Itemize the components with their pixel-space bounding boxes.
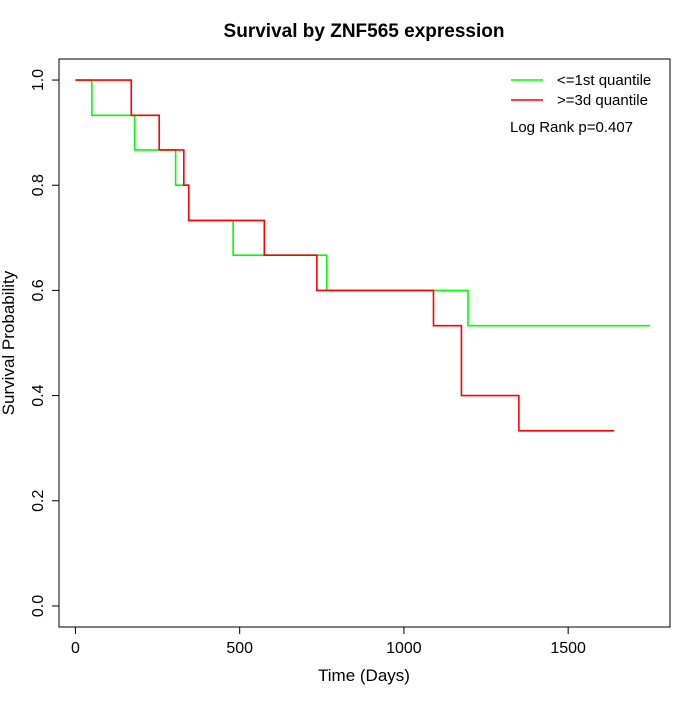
y-axis-label: Survival Probability [0, 270, 18, 415]
legend-entry-label: >=3d quantile [557, 92, 648, 109]
log-rank-annotation: Log Rank p=0.407 [510, 119, 633, 136]
y-tick-label: 0.0 [30, 595, 47, 617]
y-tick-label: 0.2 [30, 490, 47, 512]
legend-entry-label: <=1st quantile [557, 72, 651, 89]
y-tick-label: 0.6 [30, 279, 47, 301]
y-tick-label: 0.4 [30, 384, 47, 406]
x-axis-label: Time (Days) [318, 666, 410, 685]
plot-frame [58, 58, 671, 628]
series-layer [75, 79, 651, 432]
series-line-2 [75, 79, 615, 432]
y-tick-label: 1.0 [30, 69, 47, 91]
x-tick-label: 1500 [550, 640, 586, 657]
legend: <=1st quantile >=3d quantile [511, 72, 651, 109]
x-tick-label: 500 [226, 640, 253, 657]
y-tick-label: 0.8 [30, 174, 47, 196]
x-axis: 0 500 1000 1500 [71, 626, 586, 657]
y-axis: 0.0 0.2 0.4 0.6 0.8 1.0 [30, 69, 60, 617]
x-tick-label: 0 [71, 640, 80, 657]
series-line-1 [75, 79, 651, 327]
chart-title: Survival by ZNF565 expression [224, 21, 505, 42]
x-tick-label: 1000 [386, 640, 422, 657]
